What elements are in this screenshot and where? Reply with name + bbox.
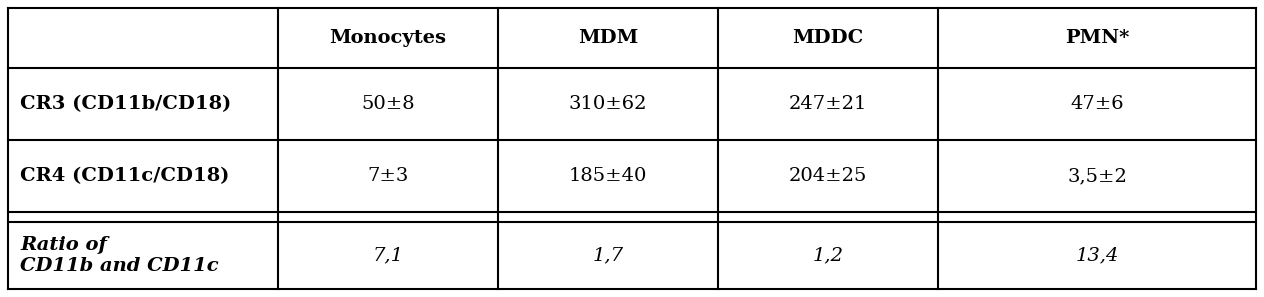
Text: 47±6: 47±6 [1071, 95, 1124, 113]
Text: Ratio of
CD11b and CD11c: Ratio of CD11b and CD11c [20, 236, 219, 275]
Text: MDM: MDM [578, 29, 638, 47]
Text: PMN*: PMN* [1064, 29, 1129, 47]
Text: CR4 (CD11c/CD18): CR4 (CD11c/CD18) [20, 167, 229, 185]
Text: CR3 (CD11b/CD18): CR3 (CD11b/CD18) [20, 95, 231, 113]
Text: 247±21: 247±21 [789, 95, 867, 113]
Text: 7±3: 7±3 [368, 167, 408, 185]
Text: 204±25: 204±25 [789, 167, 867, 185]
Text: 185±40: 185±40 [569, 167, 647, 185]
Text: 310±62: 310±62 [569, 95, 647, 113]
Text: 1,7: 1,7 [593, 247, 623, 265]
Text: 3,5±2: 3,5±2 [1067, 167, 1127, 185]
Text: Monocytes: Monocytes [330, 29, 446, 47]
Text: 13,4: 13,4 [1076, 247, 1119, 265]
Text: 1,2: 1,2 [813, 247, 843, 265]
Text: 50±8: 50±8 [362, 95, 415, 113]
Text: MDDC: MDDC [793, 29, 863, 47]
Text: 7,1: 7,1 [373, 247, 403, 265]
